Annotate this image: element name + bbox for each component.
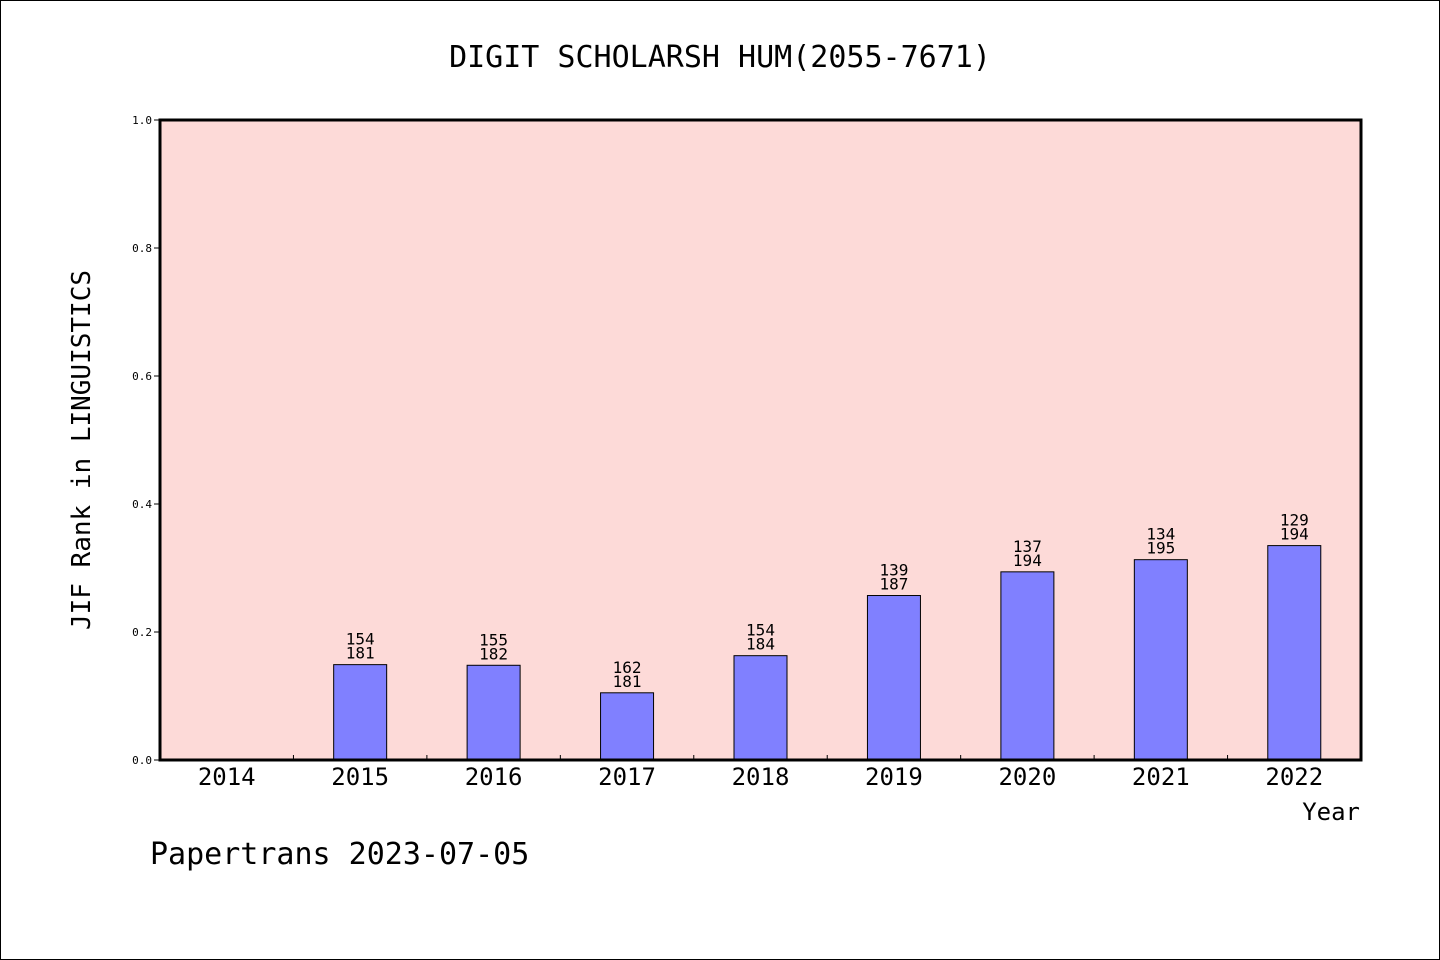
bar-label-total: 181: [346, 644, 375, 663]
y-tick-label: 0.6: [132, 370, 152, 383]
bar-label-total: 184: [746, 635, 775, 654]
x-tick-label: 2020: [998, 763, 1056, 791]
y-axis-label: JIF Rank in LINGUISTICS: [67, 270, 97, 630]
bar-label-rank: 129: [1280, 511, 1309, 530]
x-tick-label: 2017: [598, 763, 656, 791]
plot-border: [158, 118, 1363, 762]
bar-label-rank: 154: [746, 621, 775, 640]
bar-label-rank: 139: [879, 561, 908, 580]
bar-2016: [466, 664, 521, 761]
bar-label-rank: 154: [346, 630, 375, 649]
x-tick-label: 2016: [465, 763, 523, 791]
bar-2018: [733, 655, 788, 761]
bar-label-total: 194: [1280, 525, 1309, 544]
x-tick-label: 2022: [1265, 763, 1323, 791]
x-tick-label: 2021: [1132, 763, 1190, 791]
bar-label-total: 187: [879, 575, 908, 594]
bar-label-rank: 137: [1013, 537, 1042, 556]
y-tick-label: 0.8: [132, 242, 152, 255]
y-tick-label: 0.0: [132, 754, 152, 767]
bar-2020: [1000, 571, 1055, 761]
x-tick-label: 2019: [865, 763, 923, 791]
bar-2021: [1133, 559, 1188, 761]
bar-2015: [333, 664, 388, 761]
x-tick-label: 2014: [198, 763, 256, 791]
bar-labels-group: 1541811551821621811541841391871371941341…: [346, 511, 1309, 691]
y-tick-label: 0.4: [132, 498, 152, 511]
bar-label-total: 195: [1146, 539, 1175, 558]
y-axis-ticks: 0.0 0.2 0.4 0.6 0.8 1.0: [132, 114, 160, 767]
bar-label-total: 181: [613, 672, 642, 691]
x-tick-label: 2015: [331, 763, 389, 791]
bars-group: [333, 545, 1322, 761]
y-tick-label: 0.2: [132, 626, 152, 639]
y-tick-label: 1.0: [132, 114, 152, 127]
bar-label-rank: 134: [1146, 525, 1175, 544]
footer-credit: Papertrans 2023-07-05: [150, 837, 529, 872]
x-tick-label: 2018: [732, 763, 790, 791]
bar-label-rank: 155: [479, 630, 508, 649]
bar-2017: [600, 692, 655, 761]
bar-label-rank: 162: [613, 658, 642, 677]
chart-title: DIGIT SCHOLARSH HUM(2055-7671): [449, 40, 991, 75]
bar-2019: [866, 595, 921, 761]
bar-label-total: 182: [479, 644, 508, 663]
bar-2022: [1267, 545, 1322, 761]
bar-label-total: 194: [1013, 551, 1042, 570]
x-axis-ticks: 2014 2015 2016 2017 2018 2019 2020 2021 2022: [198, 755, 1323, 791]
x-axis-label: Year: [1302, 798, 1360, 826]
